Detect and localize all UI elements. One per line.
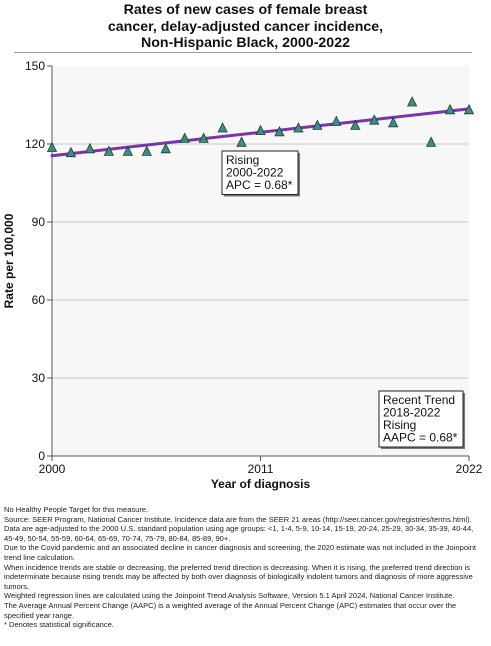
- annotation-apc-line: 2000-2022: [226, 166, 284, 180]
- data-point-2000: [46, 141, 58, 152]
- x-tick-label: 2022: [456, 462, 483, 476]
- y-tick-label: 60: [32, 293, 46, 307]
- annotation-recent-trend-box: [378, 390, 464, 448]
- data-point-2002: [84, 142, 96, 154]
- annotation-recent-trend-line: AAPC = 0.68*: [383, 431, 458, 445]
- annotation-recent-trend-line: Rising: [383, 418, 416, 432]
- y-tick-label: 120: [25, 137, 45, 151]
- annotation-apc-box: [221, 150, 299, 195]
- data-point-2001: [65, 146, 77, 158]
- chart-title: Rates of new cases of female breast canc…: [0, 2, 491, 52]
- annotation-apc-line: Rising: [226, 153, 259, 167]
- x-tick-label: 2011: [248, 462, 274, 476]
- data-point-2007: [179, 132, 190, 143]
- footnote-source: Source: SEER Program, National Cancer In…: [4, 514, 472, 524]
- footnote-target: No Healthy People Target for this measur…: [4, 505, 149, 514]
- data-point-2012: [274, 126, 285, 137]
- data-point-2014: [312, 119, 323, 130]
- annotation-recent-trend-line: 2018-2022: [383, 406, 441, 420]
- footnote-covid: Due to the Covid pandemic and an associa…: [4, 543, 476, 562]
- footnotes: No Healthy People Target for this measur…: [4, 505, 486, 630]
- footnote-age-adjustment: Data are age-adjusted to the 2000 U.S. s…: [4, 524, 474, 543]
- data-point-2008: [198, 132, 209, 143]
- footnote-joinpoint: Weighted regression lines are calculated…: [4, 591, 455, 601]
- data-point-2020: [425, 136, 437, 147]
- x-tick-label: 2000: [39, 462, 66, 476]
- footnote-trend-direction: When incidence trends are stable or decr…: [4, 562, 473, 591]
- y-tick-label: 150: [25, 59, 45, 73]
- title-divider: [14, 52, 472, 53]
- y-tick-label: 90: [32, 215, 46, 229]
- chart-title-line-2: cancer, delay-adjusted cancer incidence,: [107, 18, 384, 35]
- chart-title-line-3: Non-Hispanic Black, 2000-2022: [141, 35, 350, 51]
- annotation-apc-line: APC = 0.68*: [226, 178, 293, 192]
- x-axis-label: Year of diagnosis: [211, 477, 311, 491]
- chart-title-line-1: Rates of new cases of female breast: [123, 2, 368, 18]
- footnote-significance: * Denotes statistical significance.: [4, 620, 114, 630]
- data-point-2019: [406, 96, 418, 107]
- data-point-2017: [369, 114, 380, 125]
- annotation-recent-trend-line: Recent Trend: [383, 393, 455, 407]
- data-point-2013: [293, 122, 304, 133]
- data-point-2015: [331, 115, 342, 126]
- data-point-2003: [103, 145, 115, 156]
- data-point-2006: [160, 142, 171, 154]
- footnote-aapc: The Average Annual Percent Change (AAPC)…: [4, 600, 457, 620]
- data-point-2004: [122, 145, 133, 156]
- y-axis-label: Rate per 100,000: [2, 213, 16, 308]
- data-point-2011: [255, 124, 266, 135]
- y-tick-label: 30: [32, 371, 46, 385]
- incidence-chart: 0 30 60 90 120 150 2000 2011 2022 Year of diagnos…: [2, 59, 483, 491]
- data-point-2010: [236, 136, 247, 147]
- data-point-2016: [350, 119, 361, 130]
- data-point-2022: [463, 103, 475, 115]
- y-tick-label: 0: [38, 449, 45, 463]
- data-point-2005: [141, 145, 152, 156]
- data-point-2021: [444, 103, 456, 115]
- data-point-2009: [217, 122, 228, 133]
- data-point-2018: [388, 116, 399, 128]
